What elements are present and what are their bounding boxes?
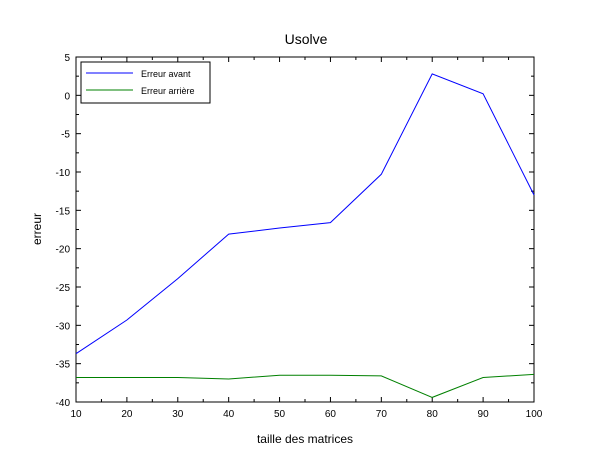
y-tick-label: 5 (64, 53, 70, 64)
axis-ticks: 10 20 30 40 50 60 70 80 90 10050-5-10-15-20-25-30… (56, 53, 543, 420)
series-lines (75, 73, 535, 398)
chart-title: Usolve (285, 31, 328, 47)
y-axis-label: erreur (30, 213, 44, 245)
legend: Erreur avant Erreur arrière (80, 61, 211, 104)
y-tick-label: -5 (61, 130, 70, 141)
x-tick-label: 40 (223, 409, 235, 420)
x-tick-label: 30 (172, 409, 184, 420)
x-tick-label: 80 (427, 409, 439, 420)
plot-area (75, 56, 535, 403)
x-axis-label: taille des matrices (257, 432, 353, 446)
x-tick-label: 100 (526, 409, 543, 420)
series-line-2 (76, 373, 535, 398)
x-tick-label: 50 (274, 409, 286, 420)
y-tick-label: -30 (56, 321, 71, 332)
x-tick-label: 10 (70, 409, 82, 420)
y-tick-label: -40 (56, 398, 71, 409)
y-tick-label: 0 (64, 91, 70, 102)
y-tick-label: -15 (56, 206, 71, 217)
x-tick-label: 90 (478, 409, 490, 420)
series-line-1 (75, 73, 535, 355)
y-tick-label: -35 (56, 360, 71, 371)
y-tick-label: -25 (56, 283, 71, 294)
legend-label-2: Erreur arrière (141, 86, 195, 96)
legend-box (80, 61, 211, 104)
y-tick-label: -20 (56, 245, 71, 256)
legend-label-1: Erreur avant (141, 69, 191, 79)
y-tick-label: -10 (56, 168, 71, 179)
x-tick-label: 20 (121, 409, 133, 420)
x-tick-label: 60 (325, 409, 337, 420)
x-tick-label: 70 (376, 409, 388, 420)
